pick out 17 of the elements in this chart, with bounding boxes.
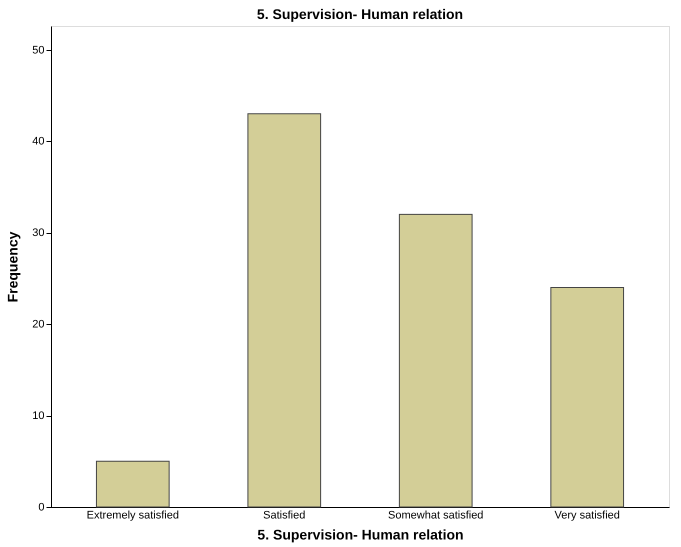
x-tick-label: Somewhat satisfied <box>388 510 484 522</box>
y-tick-label: 10 <box>32 410 44 422</box>
chart-title: 5. Supervision- Human relation <box>256 6 464 22</box>
y-tick-label: 0 <box>38 502 44 514</box>
y-axis-title: Frequency <box>4 231 20 302</box>
y-tick-label: 50 <box>32 44 44 56</box>
y-tick-label: 30 <box>32 227 44 240</box>
bar <box>247 113 322 508</box>
bar <box>96 460 170 508</box>
x-axis-title: 5. Supervision- Human relation <box>257 526 464 542</box>
bar <box>550 287 624 508</box>
bar <box>398 214 473 508</box>
x-tick-label: Extremely satisfied <box>86 510 179 522</box>
y-tick-label: 20 <box>32 318 44 331</box>
x-tick-label: Very satisfied <box>554 510 620 522</box>
y-tick-label: 40 <box>32 136 44 148</box>
x-tick-label: Satisfied <box>263 510 306 522</box>
